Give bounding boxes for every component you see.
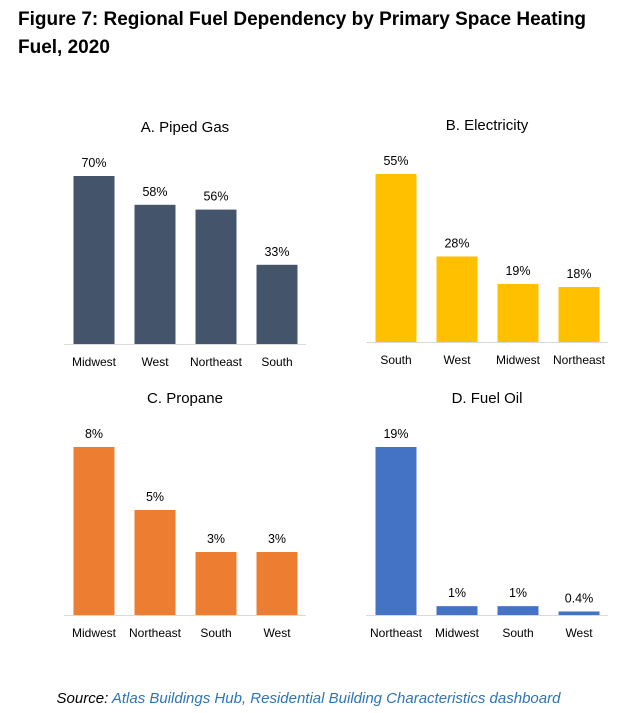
piped-gas-bar-northeast <box>195 209 237 344</box>
fuel-oil-bar-west <box>558 611 600 615</box>
chart-piped-gas: A. Piped Gas 70% Midwest 58% West 56% Northeas… <box>60 112 310 374</box>
chart-electricity: B. Electricity 55% South 28% West 19% Midwest 1… <box>362 110 612 372</box>
figure-title: Figure 7: Regional Fuel Dependency by Pr… <box>18 9 587 58</box>
electricity-category-label-west: West <box>443 353 471 367</box>
fuel-oil-bar-midwest <box>436 606 478 615</box>
electricity-value-label-south: 55% <box>383 154 408 168</box>
propane-bar-northeast <box>134 510 176 615</box>
propane-category-label-south: South <box>200 626 231 640</box>
chart-fuel-oil-svg: D. Fuel Oil 19% Northeast 1% Midwest 1% South 0… <box>366 390 608 640</box>
piped-gas-category-label-midwest: Midwest <box>72 355 117 369</box>
fuel-oil-category-label-northeast: Northeast <box>370 626 423 640</box>
fuel-oil-category-label-west: West <box>565 626 593 640</box>
chart-propane-svg: C. Propane 8% Midwest 5% Northeast 3% South 3% W… <box>64 390 306 640</box>
fuel-oil-category-label-south: South <box>502 626 533 640</box>
propane-category-label-northeast: Northeast <box>129 626 182 640</box>
electricity-bar-south <box>375 174 417 342</box>
source-note: Source: Atlas Buildings Hub, Residential… <box>0 690 617 707</box>
propane-value-label-south: 3% <box>207 532 225 546</box>
propane-bar-south <box>195 552 237 615</box>
piped-gas-category-label-northeast: Northeast <box>190 355 243 369</box>
electricity-bar-northeast <box>558 287 600 342</box>
fuel-oil-value-label-northeast: 19% <box>383 427 408 441</box>
electricity-bar-midwest <box>497 283 539 342</box>
electricity-category-label-south: South <box>380 353 411 367</box>
chart-fuel-oil: D. Fuel Oil 19% Northeast 1% Midwest 1% South 0… <box>362 383 612 645</box>
fuel-oil-value-label-south: 1% <box>509 586 527 600</box>
propane-value-label-midwest: 8% <box>85 427 103 441</box>
fuel-oil-bar-northeast <box>375 447 417 615</box>
chart-electricity-svg: B. Electricity 55% South 28% West 19% Midwest 1… <box>366 117 608 367</box>
piped-gas-bar-midwest <box>73 176 115 344</box>
electricity-bar-west <box>436 256 478 342</box>
electricity-title: B. Electricity <box>446 117 529 134</box>
piped-gas-category-label-west: West <box>141 355 169 369</box>
piped-gas-value-label-northeast: 56% <box>203 190 228 204</box>
propane-bar-west <box>256 552 298 615</box>
piped-gas-value-label-midwest: 70% <box>81 156 106 170</box>
chart-piped-gas-svg: A. Piped Gas 70% Midwest 58% West 56% Northeas… <box>64 119 306 369</box>
electricity-category-label-northeast: Northeast <box>553 353 606 367</box>
propane-bar-midwest <box>73 447 115 615</box>
propane-value-label-west: 3% <box>268 532 286 546</box>
electricity-value-label-midwest: 19% <box>505 264 530 278</box>
electricity-value-label-northeast: 18% <box>566 267 591 281</box>
fuel-oil-category-label-midwest: Midwest <box>435 626 480 640</box>
propane-title: C. Propane <box>147 390 223 407</box>
piped-gas-bar-west <box>134 204 176 344</box>
electricity-value-label-west: 28% <box>444 236 469 250</box>
fuel-oil-value-label-west: 0.4% <box>565 591 594 605</box>
piped-gas-value-label-west: 58% <box>142 185 167 199</box>
fuel-oil-title: D. Fuel Oil <box>452 390 523 407</box>
source-prefix: Source: <box>56 690 112 707</box>
piped-gas-title: A. Piped Gas <box>141 119 229 136</box>
propane-category-label-west: West <box>263 626 291 640</box>
piped-gas-category-label-south: South <box>261 355 292 369</box>
fuel-oil-bar-south <box>497 606 539 615</box>
source-link[interactable]: Atlas Buildings Hub, Residential Buildin… <box>111 690 561 707</box>
chart-propane: C. Propane 8% Midwest 5% Northeast 3% South 3% W… <box>60 383 310 645</box>
fuel-oil-value-label-midwest: 1% <box>448 586 466 600</box>
piped-gas-bar-south <box>256 264 298 344</box>
propane-value-label-northeast: 5% <box>146 490 164 504</box>
propane-category-label-midwest: Midwest <box>72 626 117 640</box>
piped-gas-value-label-south: 33% <box>264 245 289 259</box>
electricity-category-label-midwest: Midwest <box>496 353 541 367</box>
